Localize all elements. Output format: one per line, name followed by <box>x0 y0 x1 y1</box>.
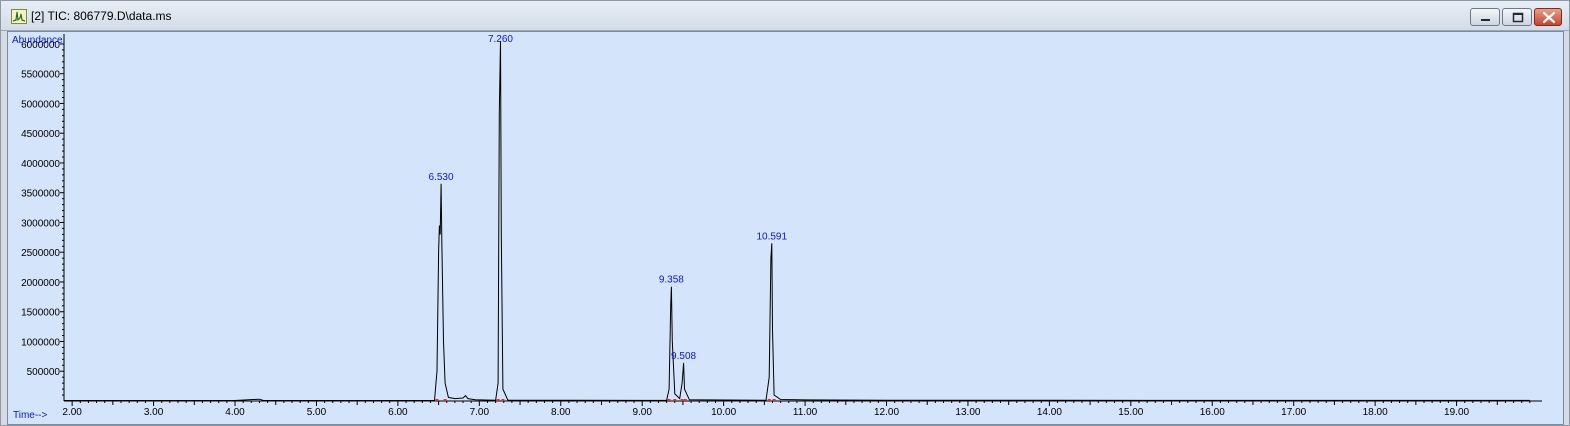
y-tick-label: 1500000 <box>21 308 60 319</box>
y-tick-label: 6000000 <box>21 40 60 51</box>
peak-label[interactable]: 6.530 <box>429 172 454 183</box>
x-tick-label: 10.00 <box>711 407 736 418</box>
tic-chromatogram-chart[interactable]: 500000 1000000 1500000 2000000 2500000 300000… <box>8 32 1563 424</box>
y-tick-label: 4000000 <box>21 159 60 170</box>
x-tick-label: 7.00 <box>470 407 490 418</box>
maximize-button[interactable] <box>1502 8 1532 26</box>
x-tick-label: 14.00 <box>1037 407 1062 418</box>
minimize-button[interactable] <box>1470 8 1500 26</box>
x-tick-label: 11.00 <box>793 407 818 418</box>
x-tick-label: 3.00 <box>144 407 164 418</box>
y-tick-label: 500000 <box>27 367 61 378</box>
maximize-icon <box>1512 12 1524 23</box>
x-tick-label: 19.00 <box>1444 407 1469 418</box>
x-tick-label: 13.00 <box>955 407 980 418</box>
minimize-icon <box>1481 19 1490 21</box>
tic-trace <box>64 40 1530 401</box>
y-tick-label: 4500000 <box>21 129 60 140</box>
chromatogram-icon <box>11 9 27 24</box>
y-tick-label: 1000000 <box>21 337 60 348</box>
x-tick-label: 5.00 <box>307 407 327 418</box>
y-tick-label: 2000000 <box>21 278 60 289</box>
x-tick-label: 17.00 <box>1281 407 1306 418</box>
x-tick-label: 4.00 <box>225 407 245 418</box>
x-tick-label: 12.00 <box>874 407 899 418</box>
y-tick-label: 3000000 <box>21 218 60 229</box>
x-tick-label: 2.00 <box>62 407 82 418</box>
window-title: [2] TIC: 806779.D\data.ms <box>31 9 172 23</box>
y-tick-label: 2500000 <box>21 248 60 259</box>
y-tick-label: 5000000 <box>21 99 60 110</box>
y-tick-label: 5500000 <box>21 70 60 81</box>
chart-frame[interactable]: 500000 1000000 1500000 2000000 2500000 300000… <box>7 31 1564 425</box>
title-bar[interactable]: [2] TIC: 806779.D\data.ms <box>1 1 1569 31</box>
peak-label[interactable]: 10.591 <box>756 231 787 242</box>
y-axis-title: Abundance <box>12 35 63 46</box>
y-tick-label: 3500000 <box>21 189 60 200</box>
close-button[interactable] <box>1534 8 1562 26</box>
x-tick-label: 9.00 <box>632 407 652 418</box>
x-tick-label: 15.00 <box>1118 407 1143 418</box>
peak-label[interactable]: 9.358 <box>659 275 684 286</box>
x-tick-label: 8.00 <box>551 407 571 418</box>
close-icon <box>1542 11 1556 24</box>
x-tick-label: 6.00 <box>388 407 408 418</box>
peak-label[interactable]: 9.508 <box>671 351 696 362</box>
x-axis-title: Time--> <box>13 410 48 421</box>
x-tick-label: 18.00 <box>1363 407 1388 418</box>
peak-label[interactable]: 7.260 <box>488 34 513 45</box>
x-tick-label: 16.00 <box>1200 407 1225 418</box>
